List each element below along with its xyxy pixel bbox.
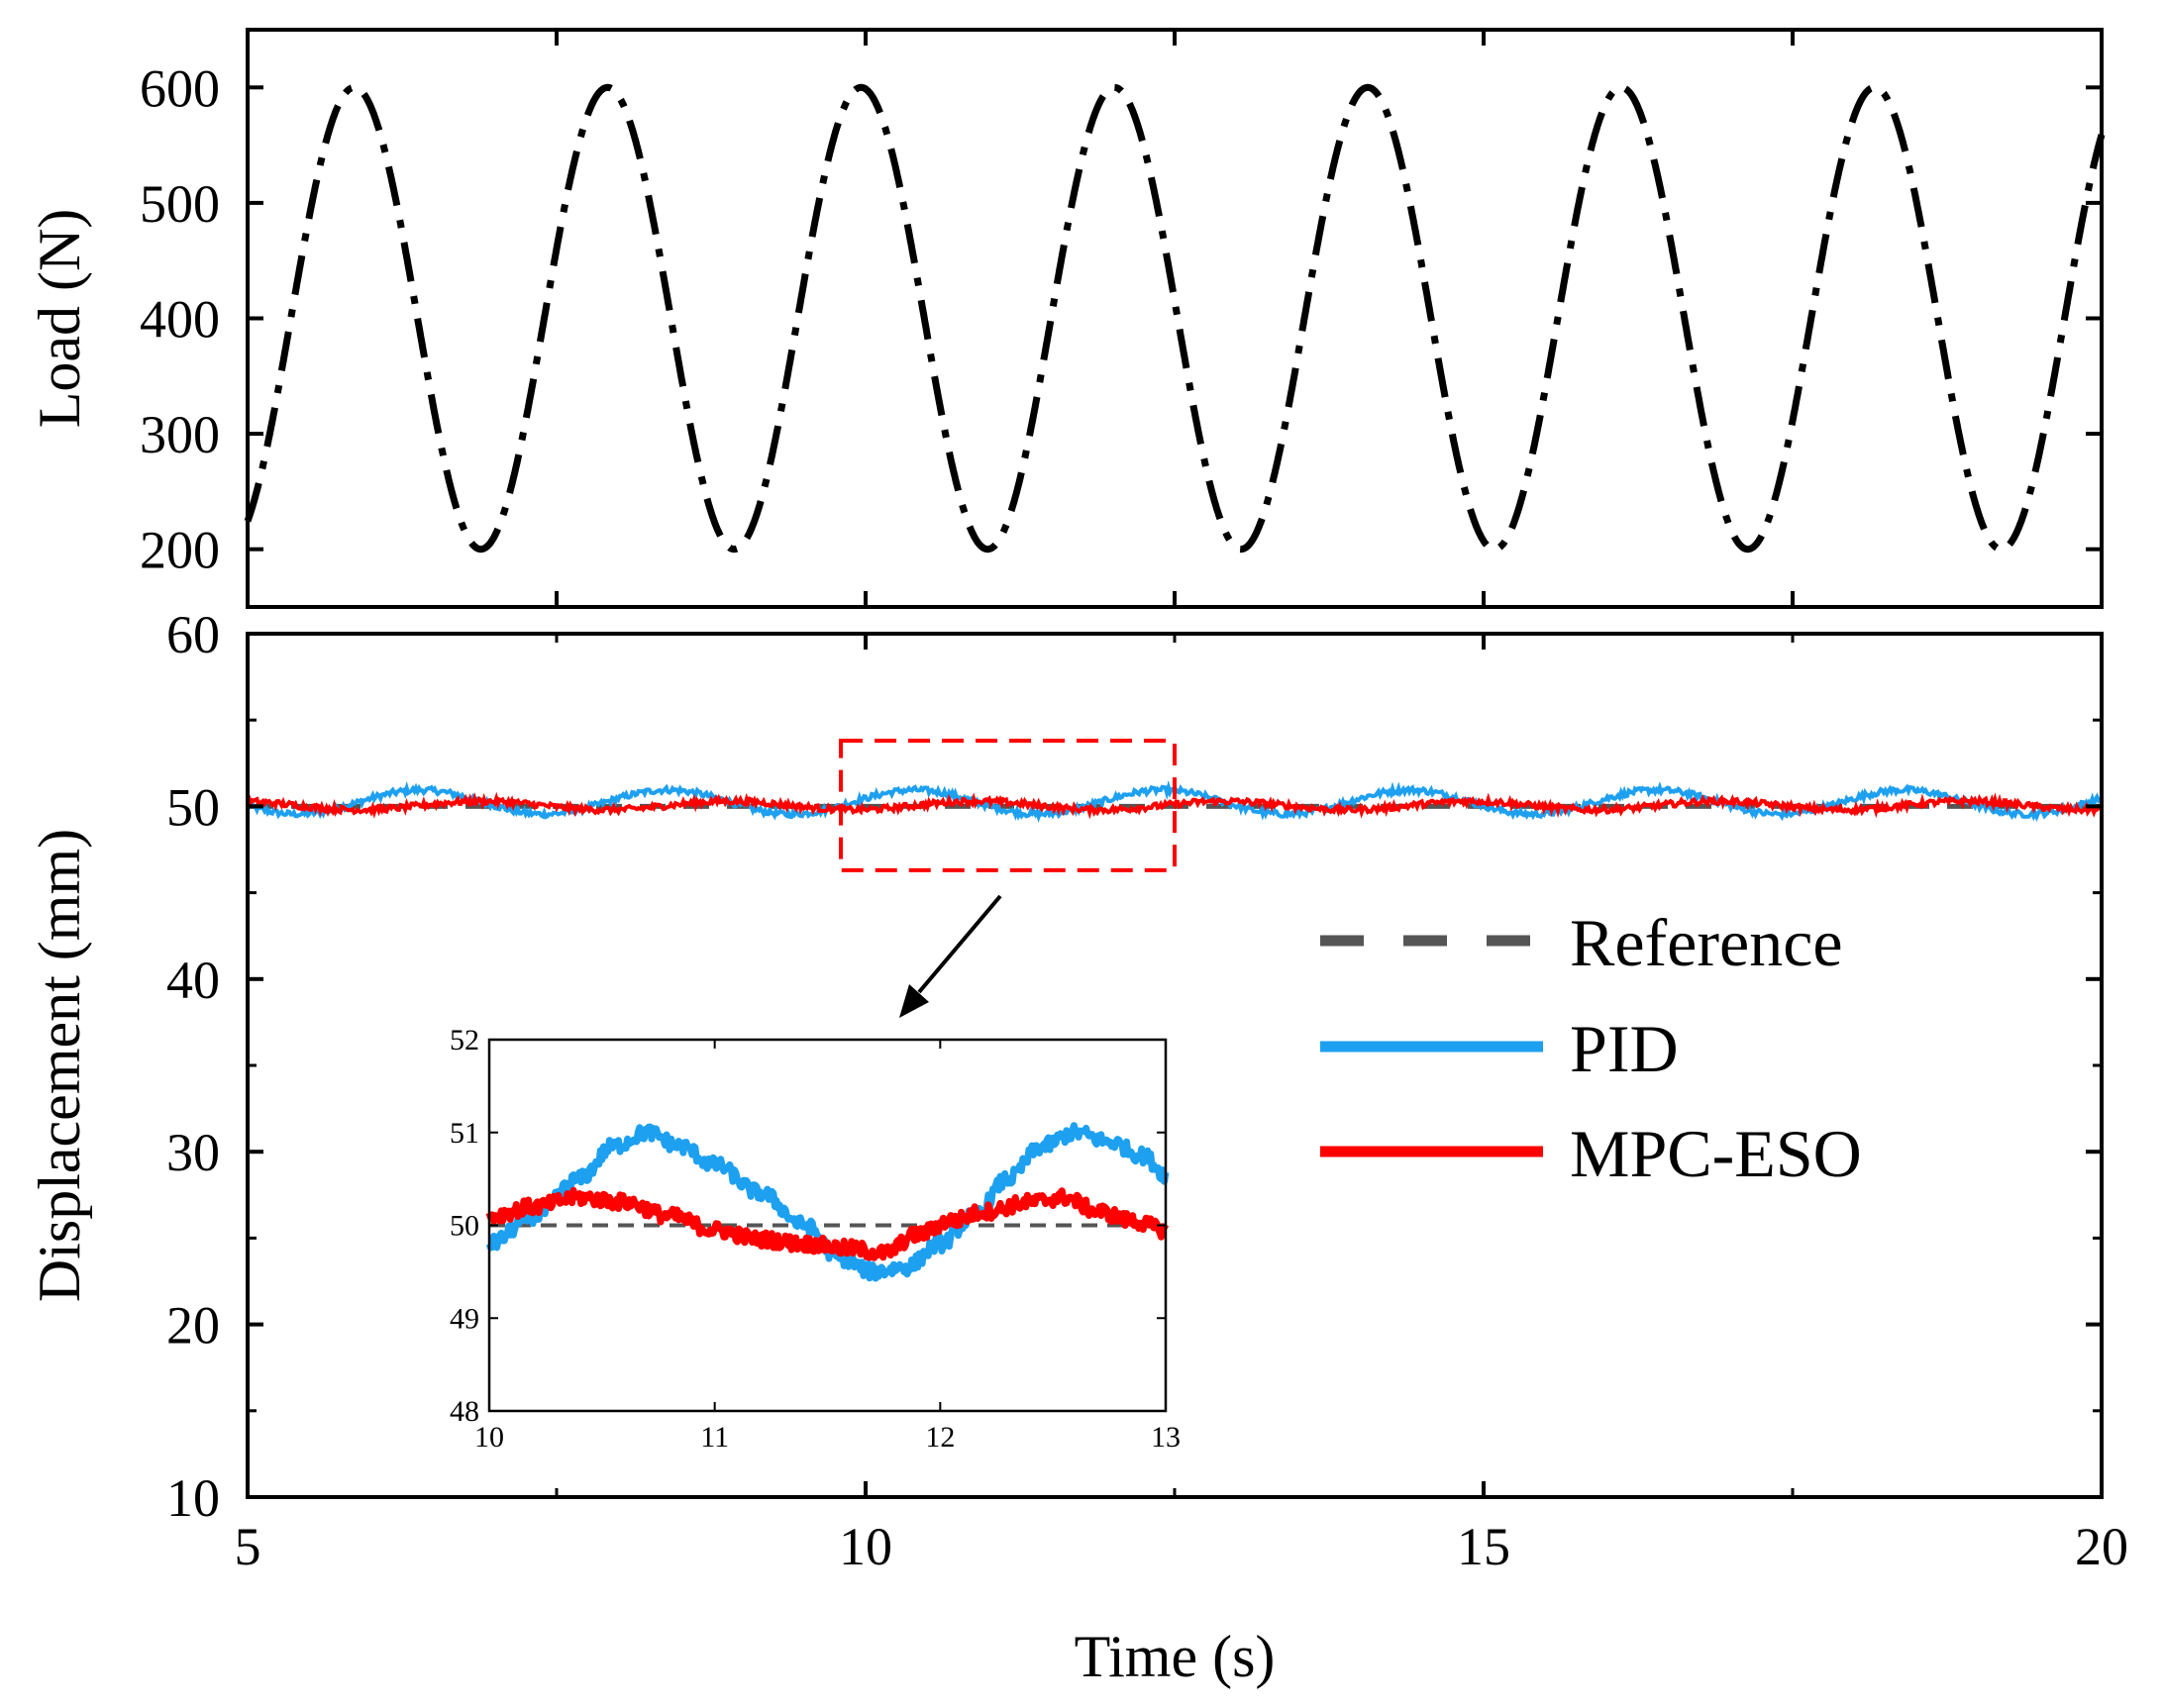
- bottom-ytick-label: 10: [166, 1468, 220, 1528]
- top-ytick-label: 400: [140, 290, 220, 350]
- bottom-xtick-label: 5: [235, 1517, 261, 1576]
- top-ytick-label: 300: [140, 405, 220, 464]
- legend-label-pid: PID: [1570, 1011, 1679, 1086]
- bottom-xtick-label: 20: [2075, 1517, 2128, 1576]
- bottom-ytick-label: 40: [166, 951, 220, 1010]
- bottom-xtick-label: 10: [839, 1517, 892, 1576]
- zoom-arrow-head: [899, 984, 929, 1018]
- inset-mpc-eso-line: [485, 1186, 1170, 1261]
- inset-xtick-label: 13: [1151, 1421, 1181, 1454]
- inset-ytick-label: 50: [450, 1210, 479, 1243]
- inset-xtick-label: 10: [474, 1421, 504, 1454]
- inset-ytick-label: 48: [450, 1395, 479, 1428]
- legend: Reference PID MPC-ESO: [1320, 905, 1862, 1191]
- inset-panel: 48 49 50 51 52 10 11 12 13: [450, 1024, 1181, 1454]
- bottom-ytick-label: 30: [166, 1123, 220, 1182]
- legend-label-mpc-eso: MPC-ESO: [1570, 1116, 1862, 1191]
- bottom-ytick-label: 60: [166, 605, 220, 664]
- top-y-axis-title: Load (N): [27, 209, 92, 429]
- top-ytick-label: 200: [140, 521, 220, 580]
- top-ytick-label: 600: [140, 58, 220, 118]
- inset-ytick-label: 49: [450, 1302, 479, 1335]
- bottom-ytick-label: 50: [166, 777, 220, 837]
- inset-ytick-label: 52: [450, 1024, 479, 1056]
- top-plot-frame: [246, 28, 2104, 609]
- inset-xtick-label: 11: [700, 1421, 729, 1454]
- zoom-arrow-shaft: [917, 894, 1002, 994]
- bottom-y-axis-title: Displacement (mm): [27, 829, 92, 1302]
- x-axis-title: Time (s): [1075, 1624, 1276, 1689]
- bottom-xtick-label: 15: [1457, 1517, 1510, 1576]
- bottom-ytick-label: 20: [166, 1296, 220, 1356]
- bottom-panel: 10 20 30 40 50 60 5 10 15 20 Displacement (mm) Time…: [27, 605, 2128, 1689]
- top-panel: 200 300 400 500 600 Load (N): [27, 28, 2106, 609]
- legend-label-reference: Reference: [1570, 905, 1843, 980]
- top-ytick-label: 500: [140, 174, 220, 234]
- inset-ytick-label: 51: [450, 1117, 479, 1150]
- load-series-line: [244, 83, 2106, 553]
- zoom-box: [839, 739, 1177, 872]
- mpc-eso-series-line: [246, 791, 2104, 820]
- inset-xtick-label: 12: [925, 1421, 955, 1454]
